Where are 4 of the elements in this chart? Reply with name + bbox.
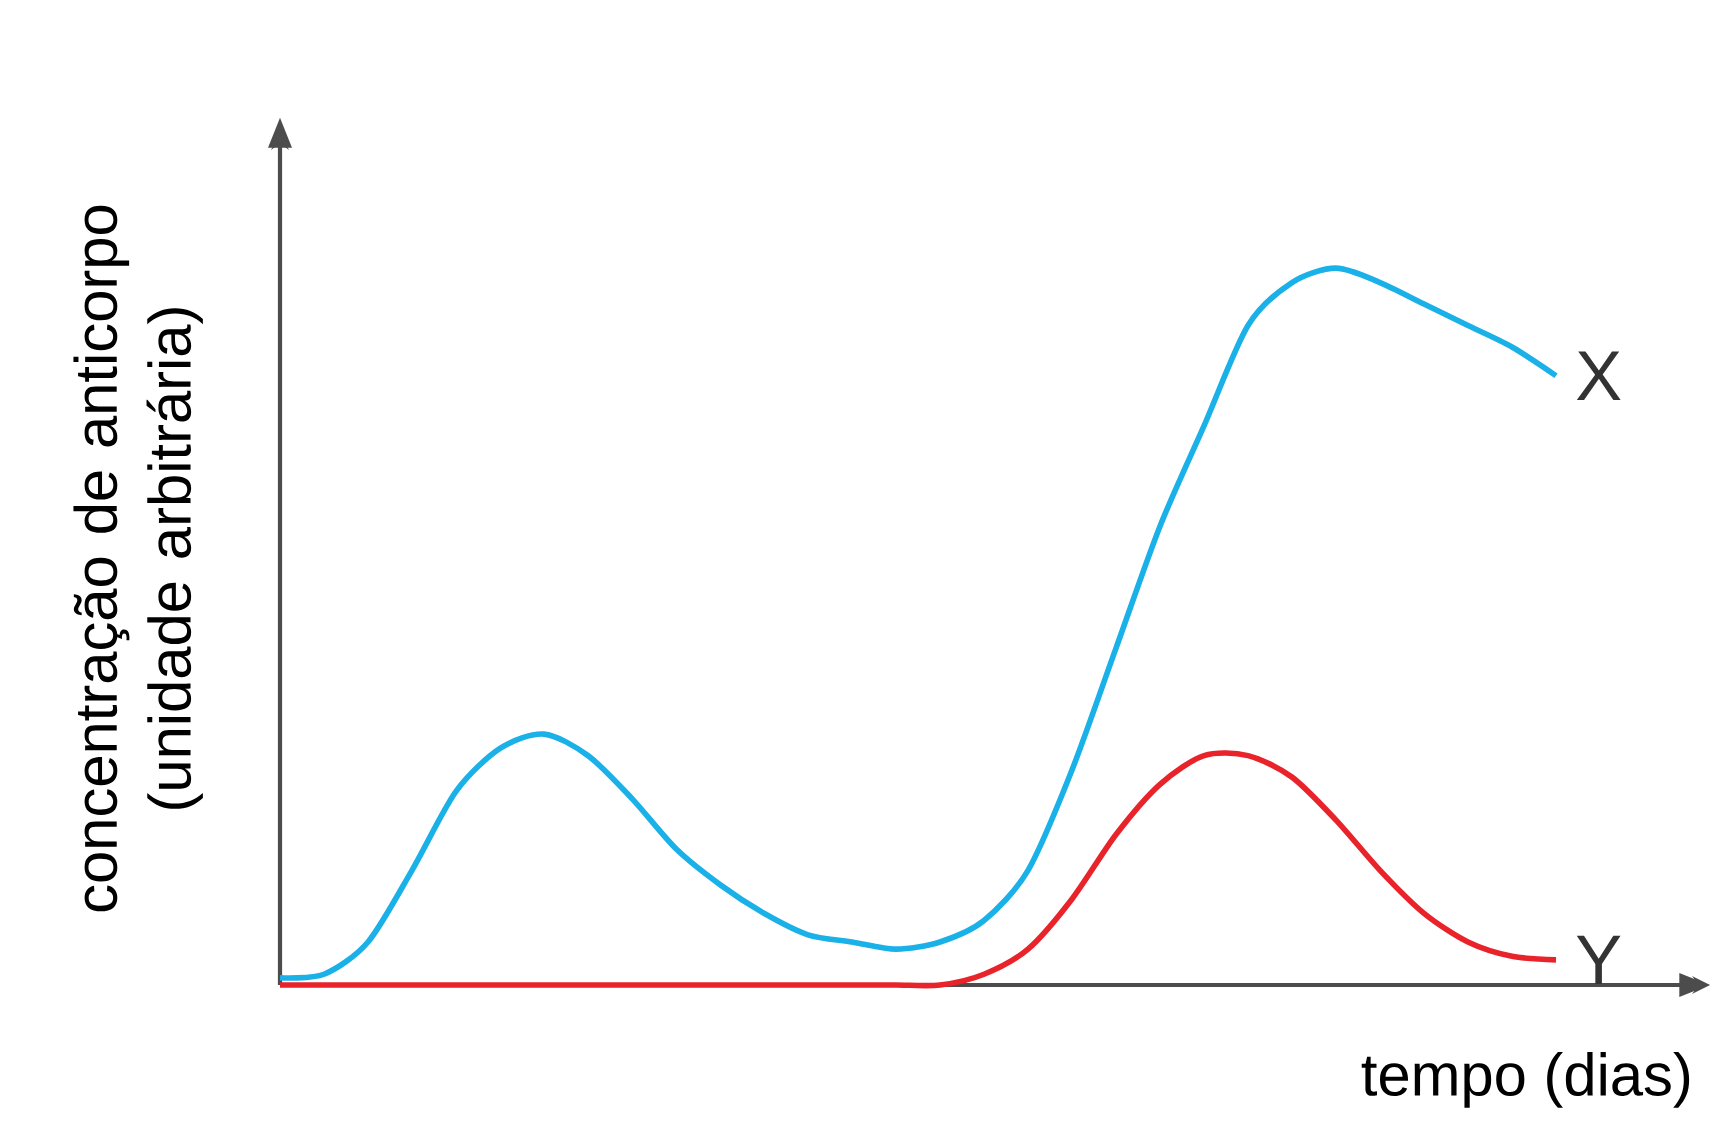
x-axis-title: tempo (dias) — [1361, 1052, 1690, 1108]
y-axis-title: concentração de anticorpo (unidade arbitrária) — [73, 205, 203, 912]
series-label: X — [1576, 351, 1621, 400]
series-label: Y — [1576, 935, 1621, 984]
